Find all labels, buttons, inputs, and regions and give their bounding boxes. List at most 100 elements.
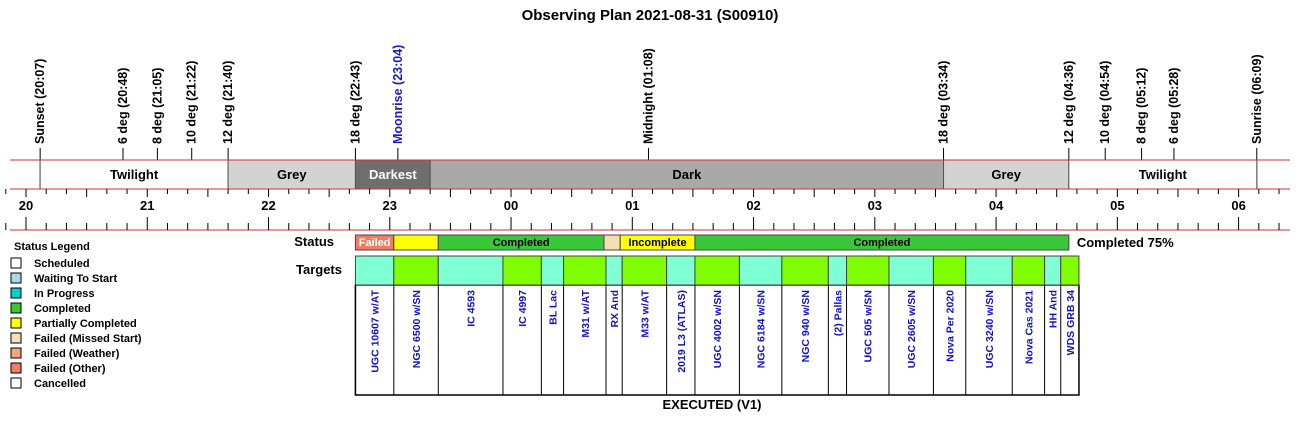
band-3 xyxy=(429,159,945,190)
target-block-6 xyxy=(605,255,623,286)
status-segment-5 xyxy=(694,234,1070,251)
hour-label-9: 05 xyxy=(1110,198,1124,213)
target-name-11: NGC 940 w/SN xyxy=(800,290,812,362)
target-block-7 xyxy=(621,255,668,286)
hour-label-3: 23 xyxy=(383,198,397,213)
target-name-9: UGC 4002 w/SN xyxy=(712,290,724,368)
target-name-4: BL Lac xyxy=(547,290,559,325)
target-block-2 xyxy=(437,255,504,286)
target-block-10 xyxy=(738,255,783,286)
event-label-0: Sunset (20:07) xyxy=(33,59,47,144)
legend-swatch-0 xyxy=(10,257,22,269)
legend-swatch-5 xyxy=(10,332,22,344)
target-name-15: Nova Per 2020 xyxy=(945,290,957,362)
time-axis: 20 21 22 23 00 01 02 03 04 05 06 xyxy=(5,159,1290,231)
hour-label-6: 02 xyxy=(746,198,760,213)
event-label-13: Sunrise (06:09) xyxy=(1250,54,1264,144)
legend-swatch-8 xyxy=(10,377,22,389)
target-name-14: UGC 2605 w/SN xyxy=(906,290,918,368)
band-5 xyxy=(1068,159,1258,190)
status-segment-label-0: Failed xyxy=(359,237,391,249)
event-label-12: 6 deg (05:28) xyxy=(1167,68,1181,144)
status-segment-1 xyxy=(393,234,439,251)
status-row: Status Failed Completed Incomplete Completed… xyxy=(294,234,1174,251)
target-name-19: WDS GRB 34 xyxy=(1065,290,1077,356)
event-label-7: Midnight (01:08) xyxy=(641,48,655,144)
target-block-9 xyxy=(694,255,740,286)
legend-swatch-4 xyxy=(10,317,22,329)
sky-bands: Twilight Grey Darkest Dark Grey Twilight xyxy=(39,159,1258,190)
hour-label-4: 00 xyxy=(504,198,518,213)
band-label-1: Grey xyxy=(277,167,307,182)
targets-row-label: Targets xyxy=(296,262,342,277)
legend-label-5: Failed (Missed Start) xyxy=(34,333,142,345)
target-name-2: IC 4593 xyxy=(466,290,478,327)
target-block-15 xyxy=(932,255,967,286)
target-name-17: Nova Cas 2021 xyxy=(1023,290,1035,364)
status-segment-label-5: Completed xyxy=(853,237,910,249)
target-name-5: M31 w/AT xyxy=(580,289,592,337)
hour-label-10: 06 xyxy=(1231,198,1245,213)
event-label-1: 6 deg (20:48) xyxy=(116,68,130,144)
target-name-12: (2) Pallas xyxy=(832,290,844,336)
band-label-0: Twilight xyxy=(110,167,159,182)
legend-label-2: In Progress xyxy=(34,288,95,300)
target-block-14 xyxy=(888,255,934,286)
event-label-9: 12 deg (04:36) xyxy=(1062,61,1076,144)
status-summary: Completed 75% xyxy=(1077,235,1174,250)
target-block-18 xyxy=(1044,255,1062,286)
target-block-5 xyxy=(563,255,607,286)
event-markers: Sunset (20:07) 6 deg (20:48) 8 deg (21:05)… xyxy=(33,45,1264,189)
legend-label-3: Completed xyxy=(34,303,91,315)
event-label-3: 10 deg (21:22) xyxy=(185,61,199,144)
target-block-1 xyxy=(393,255,439,286)
target-block-12 xyxy=(827,255,848,286)
target-name-8: 2019 L3 (ATLAS) xyxy=(676,290,688,373)
event-label-8: 18 deg (03:34) xyxy=(937,61,951,144)
event-label-6: Moonrise (23:04) xyxy=(391,45,405,144)
target-name-18: HH And xyxy=(1048,290,1060,328)
target-block-16 xyxy=(965,255,1013,286)
target-name-1: NGC 6500 w/SN xyxy=(411,290,423,368)
legend-label-1: Waiting To Start xyxy=(34,273,117,285)
target-name-0: UGC 10607 w/AT xyxy=(370,289,382,372)
hour-label-2: 22 xyxy=(261,198,275,213)
band-label-4: Grey xyxy=(991,167,1021,182)
event-label-2: 8 deg (21:05) xyxy=(150,68,164,144)
legend-swatch-1 xyxy=(10,272,22,284)
status-segment-3 xyxy=(603,234,621,251)
band-label-5: Twilight xyxy=(1139,167,1188,182)
target-block-8 xyxy=(666,255,696,286)
target-block-11 xyxy=(781,255,829,286)
target-block-19 xyxy=(1060,255,1080,286)
band-label-3: Dark xyxy=(672,167,702,182)
status-segment-label-4: Incomplete xyxy=(629,237,687,249)
legend-title: Status Legend xyxy=(14,241,90,253)
hour-label-8: 04 xyxy=(989,198,1004,213)
hour-label-5: 01 xyxy=(625,198,639,213)
band-label-2: Darkest xyxy=(369,167,417,182)
target-name-10: NGC 6184 w/SN xyxy=(756,290,768,368)
legend-swatch-2 xyxy=(10,287,22,299)
event-label-11: 8 deg (05:12) xyxy=(1135,68,1149,144)
target-block-4 xyxy=(540,255,565,286)
chart-title: Observing Plan 2021-08-31 (S00910) xyxy=(522,7,779,24)
target-block-3 xyxy=(502,255,542,286)
target-block-0 xyxy=(354,255,395,286)
plan-label: EXECUTED (V1) xyxy=(663,397,762,412)
status-segment-label-2: Completed xyxy=(493,237,550,249)
legend-label-4: Partially Completed xyxy=(34,318,137,330)
legend-label-7: Failed (Other) xyxy=(34,363,106,375)
target-block-17 xyxy=(1011,255,1046,286)
legend-label-6: Failed (Weather) xyxy=(34,348,120,360)
event-label-5: 18 deg (22:43) xyxy=(348,61,362,144)
target-name-13: UGC 505 w/SN xyxy=(863,290,875,362)
target-name-6: RX And xyxy=(609,290,621,328)
status-row-label: Status xyxy=(294,234,334,249)
targets-name-box xyxy=(354,284,1080,396)
event-label-4: 12 deg (21:40) xyxy=(221,61,235,144)
event-label-10: 10 deg (04:54) xyxy=(1098,61,1112,144)
legend-swatch-6 xyxy=(10,347,22,359)
hour-label-7: 03 xyxy=(868,198,882,213)
